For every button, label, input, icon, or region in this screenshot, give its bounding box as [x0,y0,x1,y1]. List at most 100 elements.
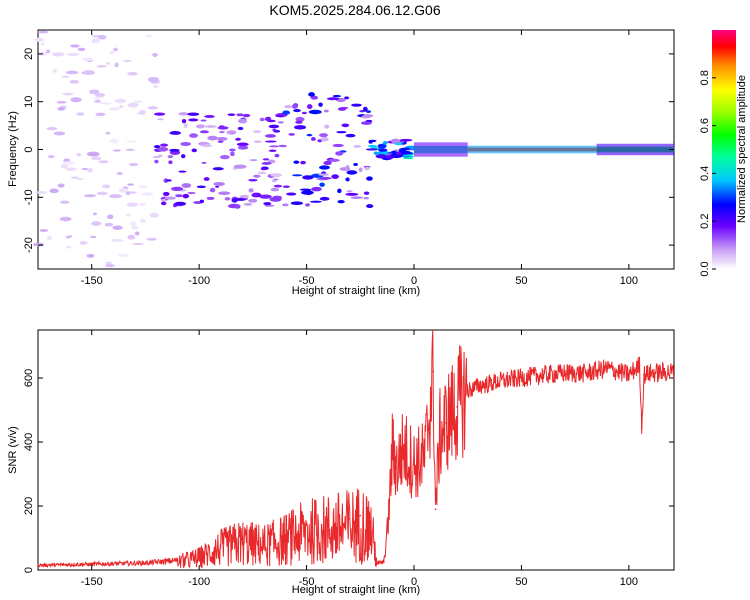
spectrogram-blob [308,109,322,115]
spectrogram-blob [282,203,289,207]
spectrogram-blob [82,70,96,76]
spectrogram-blob [272,128,277,132]
spectrogram-blob [235,137,241,141]
spectrogram-blob [105,261,113,264]
colorbar-tick-label: 0.6 [699,118,711,133]
y-tick-label: 0 [23,146,35,152]
snr-point [391,447,394,450]
spectrogram-blob [318,165,330,170]
spectrogram-blob [365,148,378,151]
spectrogram-blob [109,138,119,144]
spectrogram-blob [131,226,139,230]
snr-point [445,422,448,424]
spectrogram-blob [162,191,170,197]
spectrogram-blob [204,115,215,118]
snr-point [563,372,566,375]
spectrogram-blob [138,202,147,207]
spectrogram-blob [360,121,372,125]
spectrogram-blob [102,184,111,189]
spectrogram-x-axis-label: Height of straight line (km) [292,285,420,297]
spectrogram-blob [259,117,265,122]
spectrogram-blob [160,201,167,206]
spectrogram-blob [76,112,85,116]
spectrogram-blob [95,112,106,117]
snr-point [649,372,652,375]
spectrogram-blob [295,116,305,122]
spectrogram-blob [62,161,75,165]
spectrogram-blob [125,140,138,143]
spectrogram-blob [196,185,206,189]
spectrogram-blob [293,160,300,164]
spectrogram-blob [165,179,172,182]
spectrogram-blob [61,75,70,78]
snr-point [628,374,630,376]
spectrogram-blob [231,198,238,203]
spectrogram-y-ticks: -20 -10 0 10 20 [23,48,674,253]
spectrogram-blob [170,186,184,192]
spectrogram-blob [109,107,121,111]
snr-point [638,364,641,367]
spectrogram-blob [37,30,49,34]
spectrogram-blob [109,51,115,54]
spectrogram-band-3 [365,138,418,161]
spectrogram-blob [288,133,295,136]
spectrogram-blob [39,228,48,232]
spectrogram-blob [175,194,183,198]
spectrogram-blob [70,97,82,103]
spectrogram-blob [215,185,220,188]
spectrogram-blob [237,126,244,131]
spectrogram-blob [94,99,101,103]
spectrogram-blob [305,203,310,207]
spectrogram-blob [86,151,100,157]
spectrogram-blob [257,171,267,175]
snr-point [327,521,329,523]
spectrogram-blob [97,35,107,40]
spectrogram-blob [346,170,358,175]
spectrogram-blob [178,112,189,116]
spectrogram-blob [146,237,157,241]
spectrogram-blob [91,221,102,226]
spectrogram-blob [153,112,166,116]
spectrogram-blob [353,144,362,148]
spectrogram-blob [187,112,200,116]
snr-point [402,447,405,450]
spectrogram-blob [286,192,297,196]
snr-marks [37,329,675,569]
y-tick-label: -20 [23,237,35,253]
spectrogram-blob [377,143,387,149]
spectrogram-blob [284,105,293,109]
spectrogram-blob [234,204,241,209]
spectrogram-blob [81,57,93,62]
colorbar: 0.0 0.2 0.4 0.6 0.8 Normalized spectral ampl… [699,30,748,277]
spectrogram-blob [332,143,344,148]
spectrogram-blob [404,152,414,155]
spectrogram-blob [402,157,414,160]
spectrogram-blob [216,136,228,141]
spectrogram-blob [335,151,344,156]
spectrogram-blob [45,49,51,54]
spectrogram-blob [149,212,159,218]
spectrogram-y-axis-label: Frequency (Hz) [7,111,19,187]
spectrogram-blob [99,102,112,105]
spectrogram-blob [178,170,187,173]
x-tick-label: -50 [299,576,315,588]
x-tick-label: -50 [299,275,315,287]
spectrogram-band-1 [152,112,288,209]
spectrogram-blob [391,150,397,154]
spectrogram-blob [332,94,342,98]
snr-point [241,537,243,539]
spectrogram-band-halo [414,142,468,157]
spectrogram-blob [66,245,72,249]
spectrogram-blob [46,127,58,131]
spectrogram-blob [366,110,371,114]
snr-point [617,370,619,373]
spectrogram-blob [233,164,247,169]
spectrogram-blob [270,173,283,178]
snr-point [434,508,437,511]
spectrogram-blob [346,190,353,193]
spectrogram-blob [125,148,135,152]
spectrogram-blob [293,108,301,113]
spectrogram-blob [188,118,199,122]
